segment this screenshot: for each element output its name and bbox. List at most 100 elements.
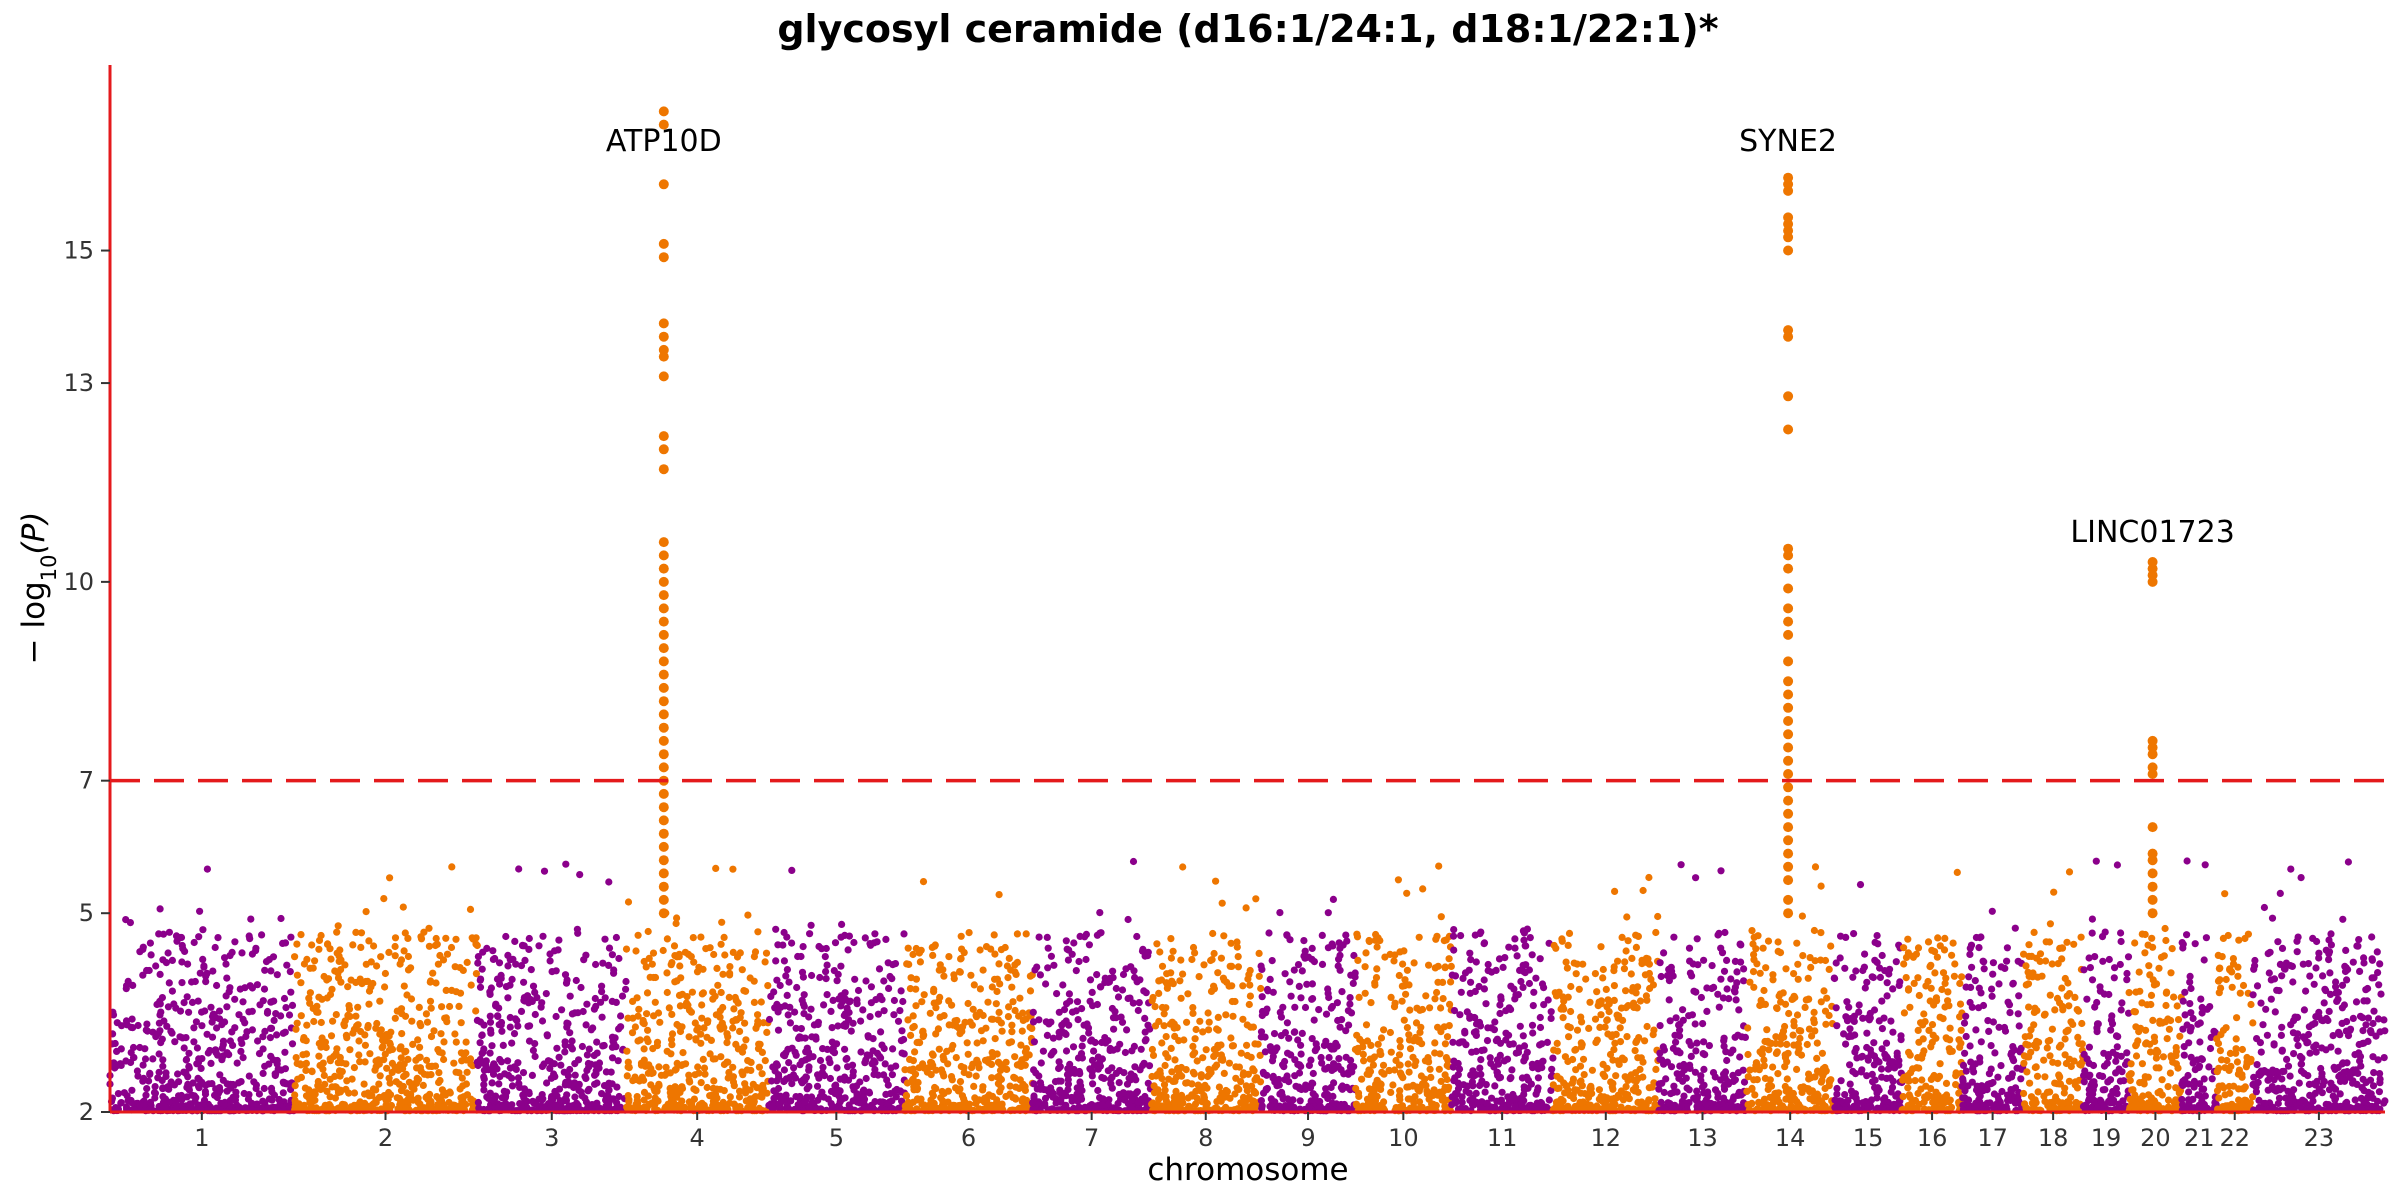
data-point bbox=[1004, 974, 1012, 982]
data-point bbox=[673, 977, 681, 985]
data-point bbox=[598, 982, 606, 990]
data-point bbox=[1529, 1029, 1537, 1037]
data-point bbox=[671, 952, 679, 960]
data-point bbox=[622, 977, 630, 986]
data-point bbox=[667, 1035, 676, 1044]
data-point bbox=[1173, 1024, 1181, 1032]
data-point bbox=[1437, 1077, 1445, 1085]
data-point bbox=[352, 1012, 360, 1020]
data-point bbox=[854, 986, 863, 995]
data-point bbox=[821, 953, 829, 961]
data-point bbox=[404, 952, 412, 961]
data-point bbox=[197, 1064, 205, 1072]
data-point bbox=[647, 1064, 655, 1073]
data-point bbox=[1492, 966, 1500, 975]
data-point bbox=[482, 1061, 490, 1069]
data-point bbox=[291, 953, 299, 961]
data-point bbox=[156, 997, 164, 1006]
data-point bbox=[476, 1039, 484, 1047]
data-point bbox=[972, 1013, 981, 1021]
data-point bbox=[1292, 1082, 1300, 1090]
data-point bbox=[761, 958, 769, 966]
data-point bbox=[1297, 994, 1305, 1002]
data-point bbox=[1192, 1025, 1200, 1034]
data-point bbox=[1079, 1034, 1087, 1042]
data-point bbox=[1336, 966, 1344, 974]
data-point bbox=[182, 1055, 191, 1064]
data-point bbox=[1005, 954, 1013, 963]
data-point bbox=[1083, 1020, 1091, 1028]
data-point bbox=[585, 1045, 593, 1053]
data-point bbox=[354, 1003, 362, 1011]
data-point bbox=[391, 934, 400, 942]
chart-title: glycosyl ceramide (d16:1/24:1, d18:1/22:… bbox=[777, 7, 1718, 51]
data-point bbox=[297, 979, 305, 987]
data-point bbox=[724, 1058, 732, 1066]
data-point bbox=[204, 1049, 212, 1057]
data-point bbox=[784, 1104, 792, 1112]
data-point bbox=[1089, 1002, 1097, 1010]
data-point bbox=[504, 994, 512, 1002]
data-point bbox=[432, 979, 440, 987]
data-point bbox=[118, 1022, 126, 1030]
data-point bbox=[1003, 962, 1012, 970]
data-point bbox=[126, 919, 134, 927]
data-point bbox=[605, 878, 613, 886]
data-point bbox=[1197, 1071, 1205, 1079]
data-point bbox=[575, 1056, 583, 1064]
data-point bbox=[1308, 944, 1316, 953]
data-point bbox=[945, 953, 953, 961]
data-point bbox=[913, 1038, 921, 1047]
data-point bbox=[225, 988, 233, 996]
data-point bbox=[1233, 938, 1241, 946]
data-point bbox=[1572, 970, 1580, 978]
data-point bbox=[155, 1068, 163, 1076]
data-point bbox=[1610, 982, 1618, 990]
data-point bbox=[889, 961, 897, 969]
data-point bbox=[593, 1049, 601, 1057]
data-point bbox=[203, 1030, 211, 1038]
data-point bbox=[1324, 1090, 1332, 1099]
data-point bbox=[171, 1038, 179, 1046]
data-point bbox=[348, 1075, 356, 1083]
data-point bbox=[886, 1090, 895, 1098]
data-point bbox=[1266, 1102, 1274, 1110]
data-point bbox=[1371, 1102, 1379, 1111]
data-point bbox=[1354, 956, 1362, 965]
data-point bbox=[445, 1098, 453, 1107]
data-point bbox=[1325, 1054, 1333, 1062]
data-point bbox=[1645, 873, 1653, 882]
data-point bbox=[546, 1064, 554, 1072]
data-point bbox=[1312, 1040, 1320, 1048]
data-point bbox=[909, 950, 917, 959]
data-point bbox=[976, 985, 985, 993]
data-point bbox=[780, 957, 789, 965]
data-point bbox=[1018, 1027, 1026, 1035]
data-point bbox=[1511, 944, 1519, 952]
data-point bbox=[422, 1010, 430, 1018]
data-point bbox=[178, 958, 186, 966]
data-point bbox=[945, 1021, 953, 1029]
data-point bbox=[862, 977, 870, 985]
data-point bbox=[1234, 953, 1242, 961]
data-point bbox=[931, 1083, 939, 1092]
data-point bbox=[1415, 933, 1423, 941]
data-point bbox=[474, 959, 482, 967]
data-point bbox=[201, 1007, 209, 1015]
data-point bbox=[555, 1085, 564, 1093]
data-point bbox=[1634, 983, 1642, 991]
data-point bbox=[870, 939, 878, 947]
data-point bbox=[346, 1046, 354, 1054]
data-point bbox=[1055, 1077, 1063, 1085]
data-point bbox=[752, 1024, 760, 1032]
data-point bbox=[860, 1086, 868, 1094]
data-point bbox=[998, 1062, 1007, 1070]
data-point bbox=[273, 1031, 281, 1039]
data-point bbox=[228, 948, 236, 957]
data-point bbox=[940, 972, 948, 980]
data-point bbox=[867, 999, 876, 1007]
data-point bbox=[866, 1051, 874, 1059]
data-point bbox=[556, 1097, 565, 1105]
data-point bbox=[397, 956, 406, 964]
data-point bbox=[267, 1084, 276, 1092]
